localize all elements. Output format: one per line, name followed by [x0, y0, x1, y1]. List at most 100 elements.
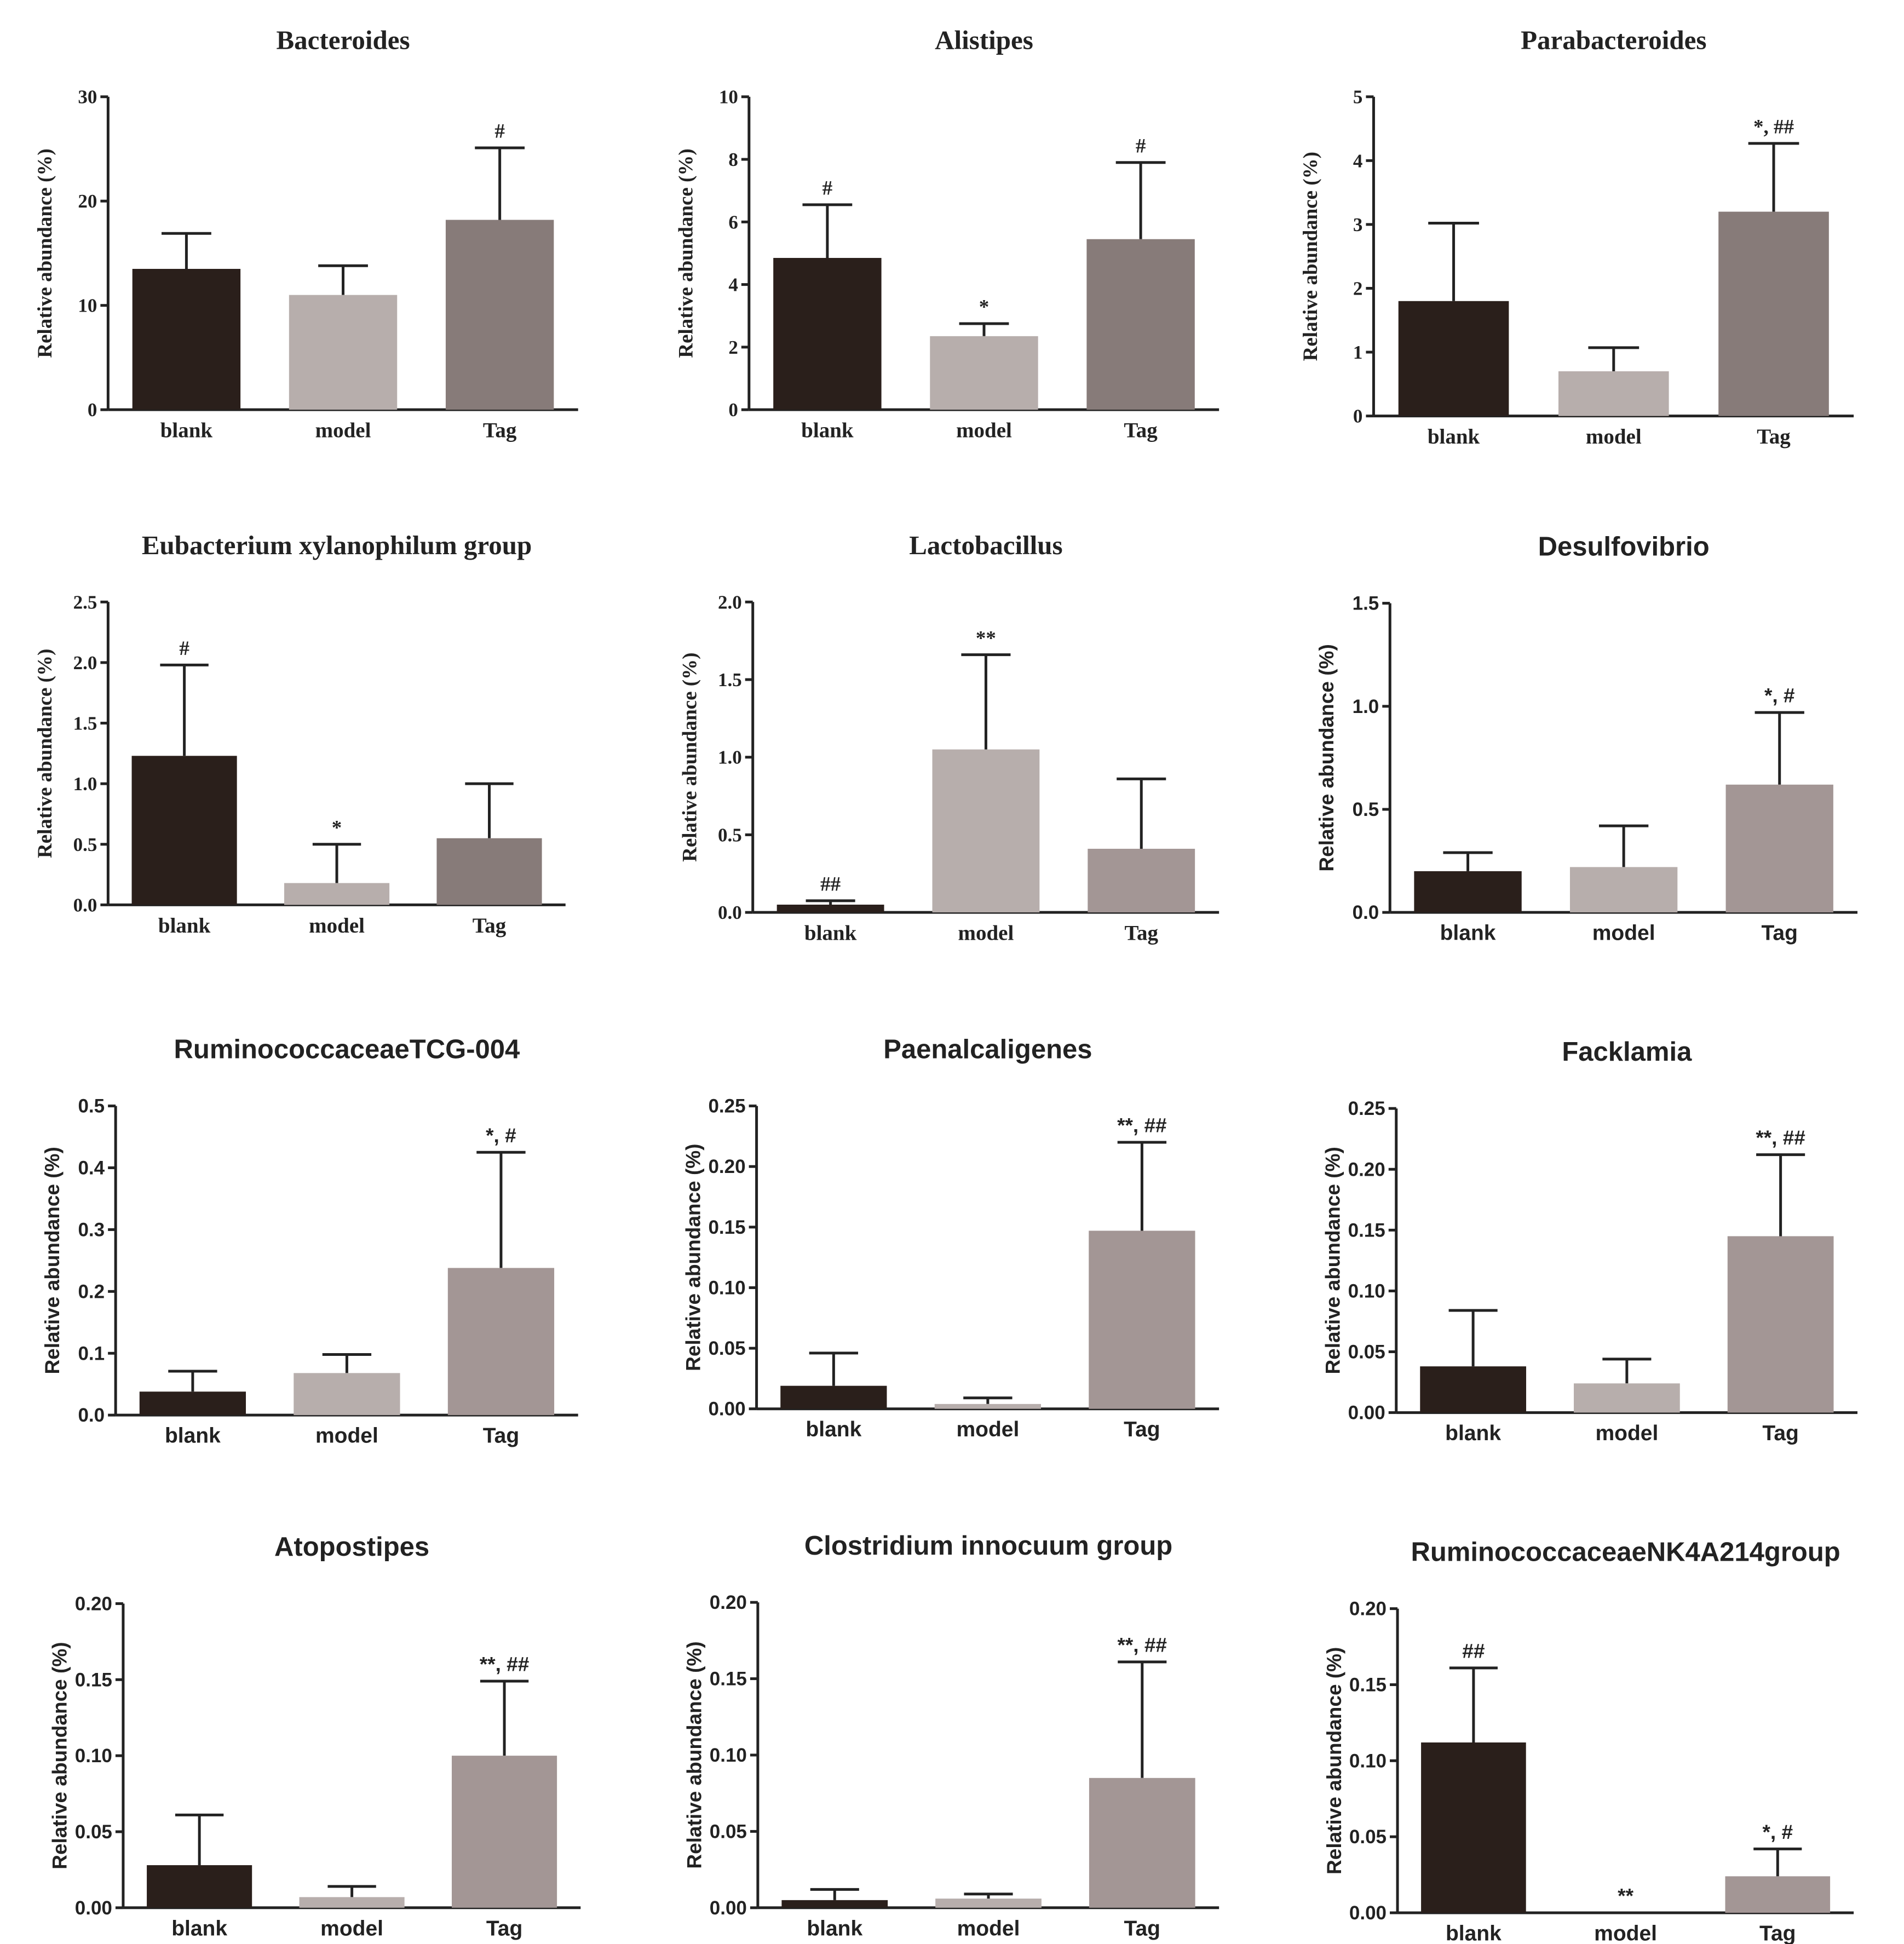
y-tick-label: 0.20	[75, 1593, 112, 1614]
y-axis-label: Relative abundance (%)	[41, 1147, 64, 1374]
significance-label: **	[976, 627, 996, 649]
chart-panel-6: Desulfovibrio Relative abundance (%) 0.0 0.…	[1315, 532, 1858, 945]
chart-panel-11: Clostridium innocuum group Relative abund…	[683, 1531, 1220, 1940]
bar-tag	[447, 1268, 555, 1416]
y-axis-label: Relative abundance (%)	[34, 148, 56, 358]
y-tick-label: 0.2	[78, 1281, 105, 1302]
bar-tag	[1725, 1876, 1831, 1913]
y-tick-label: 20	[78, 191, 97, 212]
x-category-label: model	[315, 419, 371, 442]
chart-title: Alistipes	[935, 25, 1033, 55]
bar-tag	[1086, 239, 1195, 410]
x-category-label: model	[1594, 1922, 1657, 1944]
y-axis-label: Relative abundance (%)	[1321, 1147, 1344, 1374]
significance-label: *, #	[486, 1124, 516, 1147]
y-axis-label: Relative abundance (%)	[683, 1641, 706, 1868]
chart-panel-3: Parabacteroides Relative abundance (%) 0 1 2…	[1299, 25, 1854, 448]
chart-title: Facklamia	[1562, 1037, 1692, 1067]
y-axis-label: Relative abundance (%)	[1323, 1647, 1345, 1874]
y-tick-label: 0.10	[1349, 1750, 1387, 1772]
x-category-label: blank	[807, 1917, 862, 1940]
y-tick-label: 0	[88, 399, 97, 421]
x-category-label: model	[309, 914, 365, 938]
significance-label: *	[979, 296, 990, 319]
chart-title: Bacteroides	[277, 25, 410, 55]
x-category-label: Tag	[483, 1424, 519, 1448]
significance-label: *	[332, 816, 342, 839]
bar-model	[294, 1373, 400, 1416]
x-category-label: model	[957, 1917, 1020, 1940]
y-tick-label: 0.25	[1348, 1098, 1385, 1119]
bar-blank	[1421, 1742, 1526, 1913]
significance-label: ##	[1462, 1640, 1485, 1663]
significance-label: *, #	[1763, 1821, 1793, 1843]
x-category-label: Tag	[1124, 1917, 1160, 1940]
y-tick-label: 0.0	[78, 1405, 105, 1426]
bar-blank	[1414, 871, 1522, 913]
y-tick-label: 0.05	[708, 1338, 745, 1359]
bar-blank	[781, 1900, 888, 1908]
bar-blank	[131, 756, 237, 905]
chart-title: Clostridium innocuum group	[804, 1531, 1172, 1561]
y-tick-label: 0.00	[75, 1897, 112, 1919]
bar-blank	[139, 1391, 246, 1416]
chart-title: Parabacteroides	[1521, 25, 1706, 55]
chart-title: RuminococcaceaeNK4A214group	[1411, 1537, 1840, 1567]
chart-title: RuminococcaceaeTCG-004	[174, 1034, 520, 1064]
y-tick-label: 0.10	[1348, 1280, 1385, 1302]
bar-blank	[147, 1865, 252, 1908]
bar-model	[299, 1897, 405, 1908]
x-category-label: blank	[804, 922, 857, 945]
y-tick-label: 0.10	[75, 1745, 112, 1767]
y-tick-label: 10	[78, 295, 97, 317]
x-category-label: Tag	[1759, 1922, 1796, 1944]
chart-panel-1: Bacteroides Relative abundance (%) 0 10 20 30…	[34, 25, 578, 442]
chart-title: Desulfovibrio	[1538, 532, 1710, 561]
y-tick-label: 10	[719, 87, 738, 108]
bar-blank	[780, 1385, 887, 1409]
x-category-label: blank	[1445, 1422, 1501, 1445]
y-tick-label: 0.15	[1349, 1674, 1387, 1695]
y-tick-label: 0.15	[75, 1669, 112, 1690]
chart-panel-5: Lactobacillus Relative abundance (%) 0.0 0.…	[678, 530, 1220, 945]
x-category-label: Tag	[1124, 1418, 1160, 1441]
x-category-label: blank	[1428, 425, 1480, 448]
y-tick-label: 0.10	[710, 1745, 747, 1766]
y-axis-label: Relative abundance (%)	[675, 148, 698, 358]
bar-model	[289, 295, 398, 410]
x-category-label: blank	[160, 419, 213, 442]
chart-title: Eubacterium xylanophilum group	[142, 530, 532, 560]
significance-label: #	[1136, 135, 1146, 157]
bar-model	[935, 1899, 1042, 1908]
y-tick-label: 2	[1353, 278, 1363, 299]
y-tick-label: 0.05	[1348, 1342, 1385, 1363]
significance-label: #	[179, 637, 189, 660]
y-tick-label: 0.05	[75, 1821, 112, 1843]
y-tick-label: 2	[728, 337, 738, 358]
significance-label: **	[1618, 1885, 1633, 1907]
y-tick-label: 8	[728, 149, 738, 170]
bar-tag	[1727, 1236, 1834, 1413]
bar-tag	[445, 220, 554, 410]
y-tick-label: 0	[728, 399, 738, 421]
bar-tag	[436, 838, 542, 905]
bar-tag	[1089, 1778, 1195, 1908]
y-tick-label: 0.5	[718, 824, 742, 846]
x-category-label: blank	[158, 914, 211, 938]
x-category-label: blank	[801, 419, 854, 442]
bar-model	[930, 336, 1038, 410]
y-tick-label: 0.15	[710, 1669, 747, 1690]
y-tick-label: 0	[1353, 406, 1363, 427]
x-category-label: Tag	[1762, 1422, 1798, 1445]
bar-tag	[1089, 1230, 1195, 1409]
y-axis-label: Relative abundance (%)	[678, 653, 701, 862]
y-tick-label: 0.25	[708, 1096, 745, 1117]
y-tick-label: 0.20	[710, 1592, 747, 1613]
y-tick-label: 0.0	[73, 894, 97, 916]
y-tick-label: 2.5	[73, 591, 97, 613]
y-tick-label: 0.0	[1353, 902, 1379, 923]
chart-panel-10: Atopostipes Relative abundance (%) 0.00 0.0…	[49, 1532, 581, 1940]
bar-tag	[451, 1756, 557, 1908]
x-category-label: blank	[1446, 1922, 1502, 1944]
